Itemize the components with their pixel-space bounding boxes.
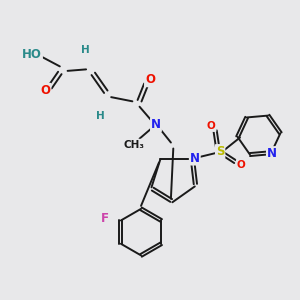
Text: O: O [40,84,50,97]
Text: N: N [267,147,277,160]
Text: N: N [151,118,161,131]
Text: H: H [81,45,90,55]
Text: O: O [207,121,216,131]
Text: CH₃: CH₃ [123,140,144,150]
Text: O: O [237,160,245,170]
Text: N: N [190,152,200,165]
Text: S: S [216,145,224,158]
Text: H: H [96,111,105,121]
Text: HO: HO [22,48,42,61]
Text: O: O [145,73,155,86]
Text: F: F [100,212,108,225]
